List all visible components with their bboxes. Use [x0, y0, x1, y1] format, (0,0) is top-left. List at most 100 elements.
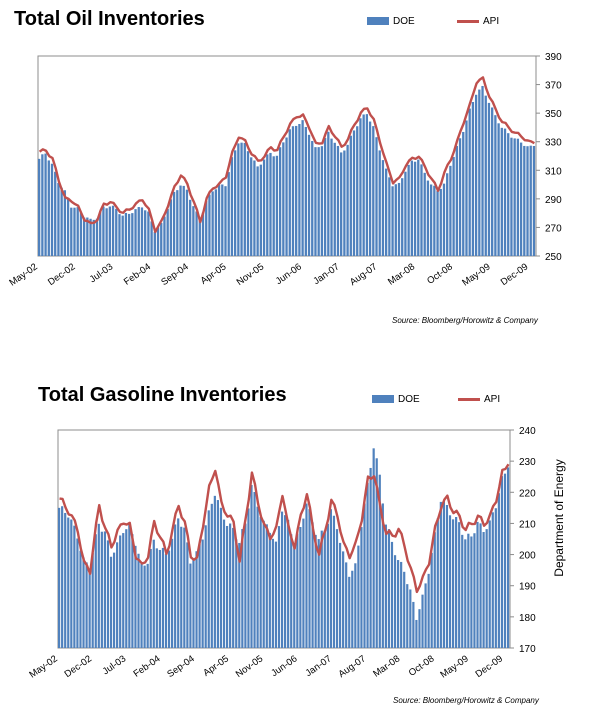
gasoline-doe-bar	[390, 541, 394, 648]
gasoline-x-tick-label: Jul-03	[101, 653, 129, 677]
oil-doe-bar	[407, 164, 410, 256]
oil-api-line	[38, 76, 535, 234]
gasoline-doe-bar	[268, 532, 271, 648]
gasoline-chart-source: Source: Bloomberg/Horowitz & Company	[393, 696, 539, 705]
gasoline-doe-bar	[348, 576, 351, 648]
gasoline-doe-bar	[409, 589, 412, 648]
gasoline-doe-bar	[271, 538, 274, 648]
oil-doe-bar	[442, 183, 446, 256]
oil-doe-bar	[256, 166, 259, 256]
gasoline-doe-bar	[67, 517, 70, 648]
gasoline-doe-bar	[384, 524, 387, 648]
oil-doe-bar	[63, 190, 67, 256]
oil-doe-bar	[291, 126, 295, 257]
gasoline-doe-bar	[479, 523, 482, 648]
oil-doe-bar	[54, 171, 57, 256]
oil-x-tick-label: Apr-05	[199, 261, 229, 286]
oil-doe-bar	[378, 150, 381, 256]
oil-doe-bar	[47, 160, 50, 256]
oil-doe-bar	[301, 120, 304, 256]
oil-doe-bar	[50, 163, 54, 256]
oil-y-tick-label: 270	[545, 223, 562, 234]
oil-doe-bar	[76, 207, 79, 256]
oil-doe-bar	[221, 184, 224, 256]
oil-doe-bars	[38, 85, 536, 257]
gasoline-doe-bar	[186, 542, 189, 648]
oil-doe-bar	[423, 172, 426, 256]
oil-doe-bar	[523, 145, 526, 256]
gasoline-doe-bar	[470, 536, 473, 648]
gasoline-doe-bar	[164, 553, 168, 648]
gasoline-legend-api-label: API	[484, 394, 501, 405]
oil-y-tick-label: 350	[545, 109, 562, 120]
gasoline-doe-bar	[143, 565, 146, 648]
gasoline-doe-bar	[335, 529, 339, 648]
oil-doe-bar	[60, 187, 63, 256]
oil-x-tick-label: Oct-08	[425, 261, 455, 286]
oil-doe-bar	[401, 178, 404, 256]
gasoline-legend-api: API	[458, 394, 500, 405]
oil-doe-bar	[66, 198, 70, 256]
oil-doe-bar	[356, 126, 359, 257]
oil-doe-bar	[262, 159, 266, 256]
gasoline-doe-bar	[222, 519, 226, 648]
gasoline-doe-bar	[119, 535, 122, 648]
gasoline-legend-doe-swatch	[372, 395, 394, 404]
gasoline-doe-bar	[128, 522, 131, 648]
oil-doe-bar	[269, 152, 272, 256]
gasoline-doe-bar	[232, 527, 235, 648]
gasoline-x-tick-label: Nov-05	[234, 653, 265, 680]
oil-doe-bar	[336, 145, 340, 256]
gasoline-y-tick-label: 180	[519, 613, 536, 624]
gasoline-doe-bar	[201, 539, 204, 648]
oil-legend-api-swatch	[457, 19, 479, 23]
oil-doe-bar	[278, 147, 282, 256]
gasoline-doe-bar	[360, 527, 363, 648]
gasoline-y-tick-label: 220	[519, 488, 536, 499]
oil-doe-bar	[205, 200, 208, 256]
oil-doe-bar	[365, 114, 369, 256]
oil-doe-bar	[259, 164, 262, 256]
gasoline-y-tick-label: 240	[519, 426, 536, 437]
oil-doe-bar	[86, 217, 89, 256]
gasoline-doe-bar	[500, 476, 504, 648]
gasoline-doe-bar	[76, 538, 79, 648]
oil-legend-api: API	[457, 16, 499, 27]
oil-doe-bar	[307, 134, 311, 256]
gasoline-doe-bar	[183, 527, 186, 648]
gasoline-doe-bar	[311, 522, 314, 648]
gasoline-doe-bar	[342, 551, 345, 648]
gasoline-doe-bar	[293, 545, 296, 648]
gasoline-y-tick-label: 190	[519, 582, 536, 593]
oil-doe-bar	[436, 190, 439, 256]
oil-x-tick-label: Feb-04	[122, 261, 153, 287]
gasoline-doe-bar	[70, 519, 73, 648]
gasoline-doe-bar	[229, 523, 232, 648]
gasoline-api-line	[59, 463, 510, 594]
oil-doe-bar	[429, 184, 433, 256]
gasoline-doe-bar	[354, 563, 357, 648]
oil-x-tick-label: Mar-08	[386, 261, 417, 287]
gasoline-doe-bar	[140, 563, 143, 648]
oil-doe-bar	[176, 190, 179, 256]
gasoline-doe-bar	[216, 500, 220, 648]
oil-doe-bar	[503, 128, 507, 256]
oil-chart-title: Total Oil Inventories	[14, 8, 205, 30]
gasoline-legend-doe-label: DOE	[398, 394, 420, 405]
oil-doe-bar	[121, 215, 124, 256]
gasoline-doe-bar	[210, 503, 213, 648]
oil-doe-bar	[362, 114, 365, 256]
oil-doe-bar	[413, 161, 417, 256]
gasoline-doe-bar	[247, 508, 250, 648]
gasoline-doe-bar	[280, 511, 284, 648]
gasoline-doe-bar	[64, 512, 67, 648]
oil-legend-doe-swatch	[367, 17, 389, 26]
gasoline-doe-bar	[436, 518, 439, 648]
gasoline-x-tick-label: Feb-04	[131, 653, 162, 679]
gasoline-doe-bar	[473, 533, 476, 648]
oil-doe-bar	[108, 206, 111, 256]
oil-legend-doe: DOE	[367, 16, 415, 27]
gasoline-doe-bar	[338, 542, 342, 648]
oil-y-tick-label: 370	[545, 81, 562, 92]
gasoline-doe-bar	[366, 482, 369, 648]
